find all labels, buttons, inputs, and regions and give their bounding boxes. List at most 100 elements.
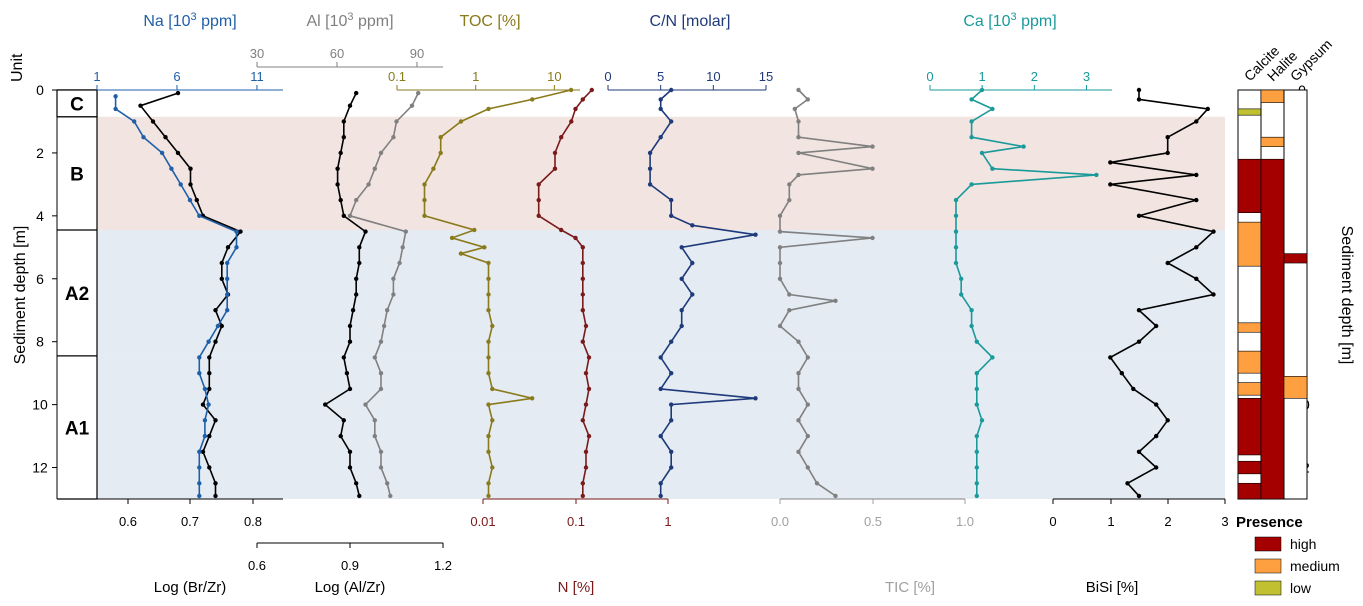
series-point-logalzr: [363, 229, 368, 234]
series-point-tic: [805, 355, 810, 360]
series-point-toc: [486, 371, 491, 376]
top-axis-tick-label-4: 3: [1083, 69, 1090, 84]
bottom-axis-tick-label-0: 0.7: [181, 514, 199, 529]
series-point-cn: [669, 402, 674, 407]
bottom-axis-tick-label-3: 1.0: [956, 514, 974, 529]
series-point-cn: [753, 232, 758, 237]
series-point-bisi: [1194, 245, 1199, 250]
series-point-bisi: [1136, 87, 1142, 93]
series-point-bisi: [1125, 481, 1130, 486]
series-point-tic: [870, 144, 875, 149]
mineral-segment-calcite: [1237, 158, 1262, 213]
series-point-n: [583, 402, 589, 407]
series-point-na: [197, 213, 202, 218]
series-point-n: [559, 135, 564, 140]
series-point-toc: [431, 166, 436, 171]
series-point-bisi: [1154, 402, 1159, 407]
series-point-na: [197, 493, 202, 499]
series-point-toc: [422, 182, 427, 187]
series-point-na: [234, 229, 239, 234]
series-point-n: [580, 292, 585, 297]
mineral-segment-gypsum: [1283, 375, 1308, 399]
series-point-al: [378, 449, 384, 454]
depth-axis-label-left: Sediment depth [m]: [12, 226, 29, 365]
top-axis-tick-label-0: 1: [93, 69, 100, 84]
series-point-cn: [690, 260, 695, 266]
series-point-bisi: [1108, 160, 1113, 165]
series-point-bisi: [1165, 150, 1170, 156]
series-point-tic: [787, 292, 792, 297]
series-point-na: [206, 402, 211, 407]
bottom-axis-tick-label-4: 3: [1221, 514, 1228, 529]
series-point-ca: [979, 87, 985, 93]
top-axis-tick-label-3: 15: [759, 69, 773, 84]
unit-header: Unit: [9, 53, 26, 82]
series-point-logalzr: [347, 449, 353, 454]
series-point-ca: [974, 371, 979, 376]
series-point-toc: [438, 135, 443, 140]
series-point-logalzr: [347, 103, 353, 108]
series-point-toc: [486, 339, 491, 344]
series-point-cn: [658, 97, 663, 102]
series-point-logbrzr: [175, 90, 181, 96]
series-point-tic: [805, 465, 810, 470]
series-point-na: [197, 449, 202, 454]
series-point-logbrzr: [207, 465, 212, 470]
series-point-n: [580, 493, 585, 499]
series-point-al: [381, 323, 387, 329]
mineral-segment-calcite: [1237, 398, 1262, 456]
unit-band-A2: [97, 230, 1225, 356]
series-point-n: [580, 481, 585, 486]
series-point-n: [573, 106, 578, 112]
bottom-axis-tick-label-0: 0.8: [244, 514, 262, 529]
series-point-al: [385, 308, 390, 313]
series-point-cn: [679, 245, 684, 250]
series-point-al: [391, 276, 396, 281]
series-point-ca: [969, 135, 974, 140]
series-point-logalzr: [350, 308, 356, 313]
series-point-toc: [458, 119, 464, 124]
series-point-logalzr: [347, 339, 353, 344]
series-point-n: [580, 245, 585, 250]
mineral-segment-calcite: [1237, 221, 1262, 267]
series-point-ca: [969, 182, 974, 187]
series-point-bisi: [1154, 433, 1159, 439]
mineral-segment-calcite: [1237, 108, 1262, 116]
series-line-cn: [649, 89, 756, 496]
series-point-toc: [486, 355, 491, 360]
series-point-logalzr: [357, 493, 362, 499]
unit-label-C: C: [70, 94, 84, 115]
series-point-toc: [438, 150, 443, 156]
series-point-na: [132, 119, 137, 124]
legend-title: Presence: [1236, 514, 1303, 531]
series-point-cn: [669, 465, 674, 470]
series-point-ca: [974, 402, 979, 407]
series-point-tic: [777, 323, 783, 329]
series-point-bisi: [1131, 386, 1136, 392]
series-point-logbrzr: [213, 493, 218, 499]
series-point-logalzr: [347, 323, 353, 329]
series-point-n: [552, 150, 558, 156]
bottom-axis-tick-label-2: 1: [664, 514, 671, 529]
series-point-ca: [979, 150, 985, 156]
series-point-toc: [486, 402, 491, 407]
series-point-ca: [969, 323, 974, 329]
series-point-tic: [814, 481, 820, 486]
series-point-na: [215, 323, 221, 329]
series-point-na: [225, 292, 230, 297]
series-point-ca: [959, 276, 964, 281]
series-point-na: [197, 371, 202, 376]
series-point-n: [580, 418, 585, 423]
series-point-na: [113, 94, 118, 99]
series-point-na: [178, 182, 183, 187]
series-point-na: [225, 260, 230, 266]
series-point-toc: [530, 97, 535, 102]
series-point-ca: [974, 449, 979, 454]
top-axis-title-4: Ca [103 ppm]: [963, 11, 1056, 30]
series-point-cn: [753, 396, 758, 401]
series-point-al: [391, 135, 396, 140]
series-point-toc: [490, 323, 495, 329]
legend-label-medium: medium: [1290, 558, 1340, 574]
series-point-tic: [796, 371, 801, 376]
series-point-na: [197, 481, 202, 486]
